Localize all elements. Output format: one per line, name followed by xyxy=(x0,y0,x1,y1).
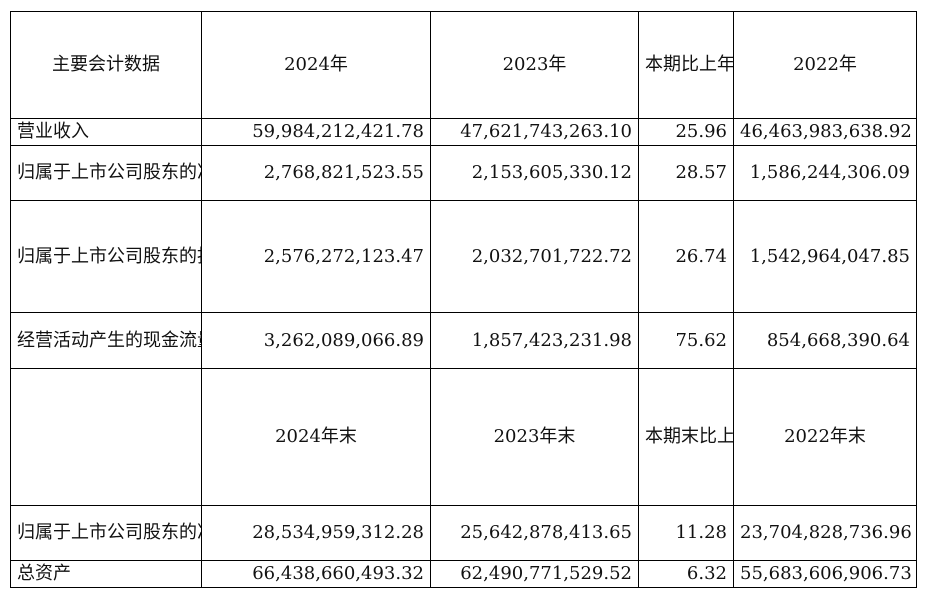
cell-2023: 62,490,771,529.52 xyxy=(430,560,639,588)
cell-change-pct: 6.32 xyxy=(638,560,734,588)
table-row: 归属于上市公司股东的净利润 2,768,821,523.55 2,153,605… xyxy=(10,145,917,201)
cell-2022: 23,704,828,736.96 xyxy=(733,505,917,561)
table-row: 总资产 66,438,660,493.32 62,490,771,529.52 … xyxy=(10,560,917,588)
cell-2022: 55,683,606,906.73 xyxy=(733,560,917,588)
cell-2023: 25,642,878,413.65 xyxy=(430,505,639,561)
cell-2023: 2,153,605,330.12 xyxy=(430,145,639,201)
cell-2023: 2,032,701,722.72 xyxy=(430,200,639,313)
header-year-2024: 2024年 xyxy=(201,11,431,119)
cell-2024: 3,262,089,066.89 xyxy=(201,312,431,369)
cell-change-pct: 26.74 xyxy=(638,200,734,313)
cell-2024: 28,534,959,312.28 xyxy=(201,505,431,561)
header-year-end-2023: 2023年末 xyxy=(430,368,639,506)
cell-change-pct: 28.57 xyxy=(638,145,734,201)
row-label: 归属于上市公司股东的扣除非经常性损益的净利润 xyxy=(10,200,202,313)
header-row: 主要会计数据 2024年 2023年 本期比上年同期增减(%) 2022年 xyxy=(10,11,917,119)
header-year-2022: 2022年 xyxy=(733,11,917,119)
header-label: 主要会计数据 xyxy=(10,11,202,119)
table-row: 归属于上市公司股东的净资产 28,534,959,312.28 25,642,8… xyxy=(10,505,917,561)
header-label xyxy=(10,368,202,506)
cell-2024: 2,576,272,123.47 xyxy=(201,200,431,313)
cell-2022: 854,668,390.64 xyxy=(733,312,917,369)
financial-data-table: 主要会计数据 2024年 2023年 本期比上年同期增减(%) 2022年 营业… xyxy=(10,11,917,588)
header-row: 2024年末 2023年末 本期末比上年同期末增减（%） 2022年末 xyxy=(10,368,917,506)
header-change-pct: 本期末比上年同期末增减（%） xyxy=(638,368,734,506)
header-year-2023: 2023年 xyxy=(430,11,639,119)
header-change-pct: 本期比上年同期增减(%) xyxy=(638,11,734,119)
cell-2023: 1,857,423,231.98 xyxy=(430,312,639,369)
header-year-end-2024: 2024年末 xyxy=(201,368,431,506)
table-row: 归属于上市公司股东的扣除非经常性损益的净利润 2,576,272,123.47 … xyxy=(10,200,917,313)
header-year-end-2022: 2022年末 xyxy=(733,368,917,506)
cell-2022: 46,463,983,638.92 xyxy=(733,118,917,146)
cell-2022: 1,542,964,047.85 xyxy=(733,200,917,313)
cell-change-pct: 75.62 xyxy=(638,312,734,369)
cell-2024: 66,438,660,493.32 xyxy=(201,560,431,588)
row-label: 经营活动产生的现金流量净额 xyxy=(10,312,202,369)
cell-2022: 1,586,244,306.09 xyxy=(733,145,917,201)
row-label: 归属于上市公司股东的净资产 xyxy=(10,505,202,561)
row-label: 归属于上市公司股东的净利润 xyxy=(10,145,202,201)
cell-2024: 2,768,821,523.55 xyxy=(201,145,431,201)
cell-2024: 59,984,212,421.78 xyxy=(201,118,431,146)
table-row: 营业收入 59,984,212,421.78 47,621,743,263.10… xyxy=(10,118,917,146)
cell-change-pct: 11.28 xyxy=(638,505,734,561)
row-label: 总资产 xyxy=(10,560,202,588)
table-row: 经营活动产生的现金流量净额 3,262,089,066.89 1,857,423… xyxy=(10,312,917,369)
cell-change-pct: 25.96 xyxy=(638,118,734,146)
cell-2023: 47,621,743,263.10 xyxy=(430,118,639,146)
row-label: 营业收入 xyxy=(10,118,202,146)
